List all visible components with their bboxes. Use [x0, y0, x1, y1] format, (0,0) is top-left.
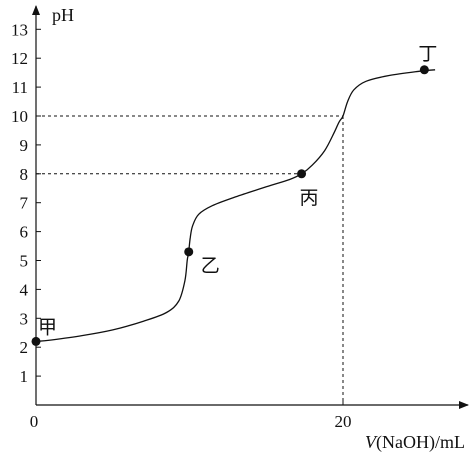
reference-lines: [36, 115, 344, 405]
y-axis-label: pH: [52, 5, 74, 25]
y-tick-label: 9: [20, 136, 29, 155]
data-point-label: 丙: [300, 188, 319, 209]
x-axis-label-unit: (NaOH)/mL: [376, 432, 465, 453]
curve: [35, 69, 436, 343]
y-tick-label: 11: [12, 78, 28, 97]
y-tick-label: 1: [20, 367, 29, 386]
y-tick-label: 10: [11, 107, 28, 126]
y-tick-label: 13: [11, 20, 28, 39]
x-axis-label-variable: V: [365, 432, 378, 452]
titration-curve: [35, 69, 436, 343]
y-tick-label: 6: [20, 223, 29, 242]
origin-tick-label: 0: [30, 412, 39, 431]
data-point-label: 甲: [38, 317, 57, 338]
data-point: [297, 169, 307, 179]
y-tick-label: 4: [20, 280, 29, 299]
y-tick-label: 3: [20, 309, 29, 328]
y-tick-label: 2: [20, 338, 29, 357]
data-points: 甲 乙 丙 丁: [31, 44, 437, 346]
data-point: [31, 336, 41, 346]
axes: [32, 5, 469, 409]
y-tick-label: 5: [20, 252, 29, 271]
x-axis-label: V(NaOH)/mL: [365, 432, 465, 453]
y-tick-label: 7: [20, 194, 29, 213]
data-point-label: 丁: [418, 44, 437, 65]
data-point: [184, 247, 194, 257]
y-tick-label: 12: [11, 49, 28, 68]
data-point: [419, 65, 429, 75]
y-tick-label: 8: [20, 165, 29, 184]
x-tick-label: 20: [335, 412, 352, 431]
data-point-label: 乙: [201, 256, 220, 277]
